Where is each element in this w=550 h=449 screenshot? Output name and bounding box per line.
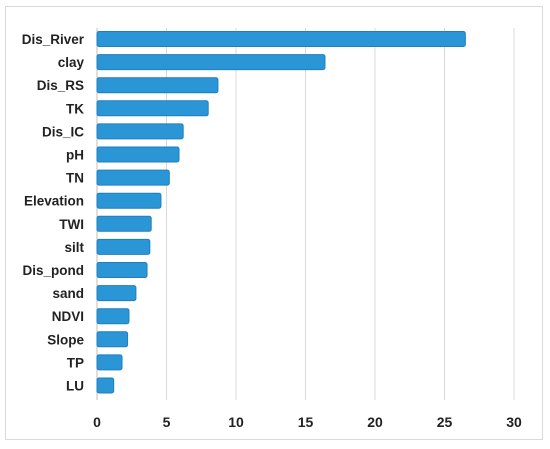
bars [96, 31, 466, 394]
bar-dis-ic [96, 123, 184, 140]
bar-clay [96, 54, 326, 71]
category-label: sand [52, 286, 84, 301]
x-tick-label: 15 [298, 414, 314, 430]
category-label: clay [58, 55, 85, 70]
x-tick-label: 0 [93, 414, 101, 430]
category-label: pH [66, 148, 84, 163]
x-tick-label: 30 [506, 414, 522, 430]
bar-lu [96, 377, 115, 394]
x-tick-label: 5 [163, 414, 171, 430]
x-tick-label: 20 [367, 414, 383, 430]
bar-ndvi [96, 308, 130, 325]
bar-tn [96, 169, 170, 186]
bar-slope [96, 331, 129, 348]
category-label: silt [64, 240, 84, 255]
bar-dis-river [96, 31, 466, 47]
category-label: Slope [47, 332, 84, 347]
bar-silt [96, 238, 151, 255]
bar-sand [96, 285, 137, 302]
category-label: LU [66, 379, 84, 394]
category-label: TN [66, 171, 84, 186]
x-tick-label: 25 [437, 414, 453, 430]
bar-tp [96, 354, 123, 371]
category-label: TK [66, 101, 84, 116]
bar-dis-pond [96, 262, 148, 278]
category-label: Dis_River [22, 32, 85, 47]
bar-tk [96, 100, 209, 117]
x-tick-label: 10 [228, 414, 244, 430]
category-label: TP [67, 355, 84, 370]
category-label: Dis_RS [37, 78, 84, 93]
category-label: Dis_IC [42, 124, 84, 139]
category-label: Elevation [24, 194, 84, 209]
bar-twi [96, 215, 152, 232]
category-label: Dis_pond [22, 263, 84, 278]
bar-elevation [96, 192, 162, 209]
category-label: NDVI [52, 309, 84, 324]
bar-dis-rs [96, 77, 219, 94]
category-label: TWI [59, 217, 84, 232]
x-tick-labels: 0 5 10 15 20 25 30 [93, 414, 522, 430]
bar-ph [96, 146, 180, 163]
chart-frame [5, 6, 543, 440]
